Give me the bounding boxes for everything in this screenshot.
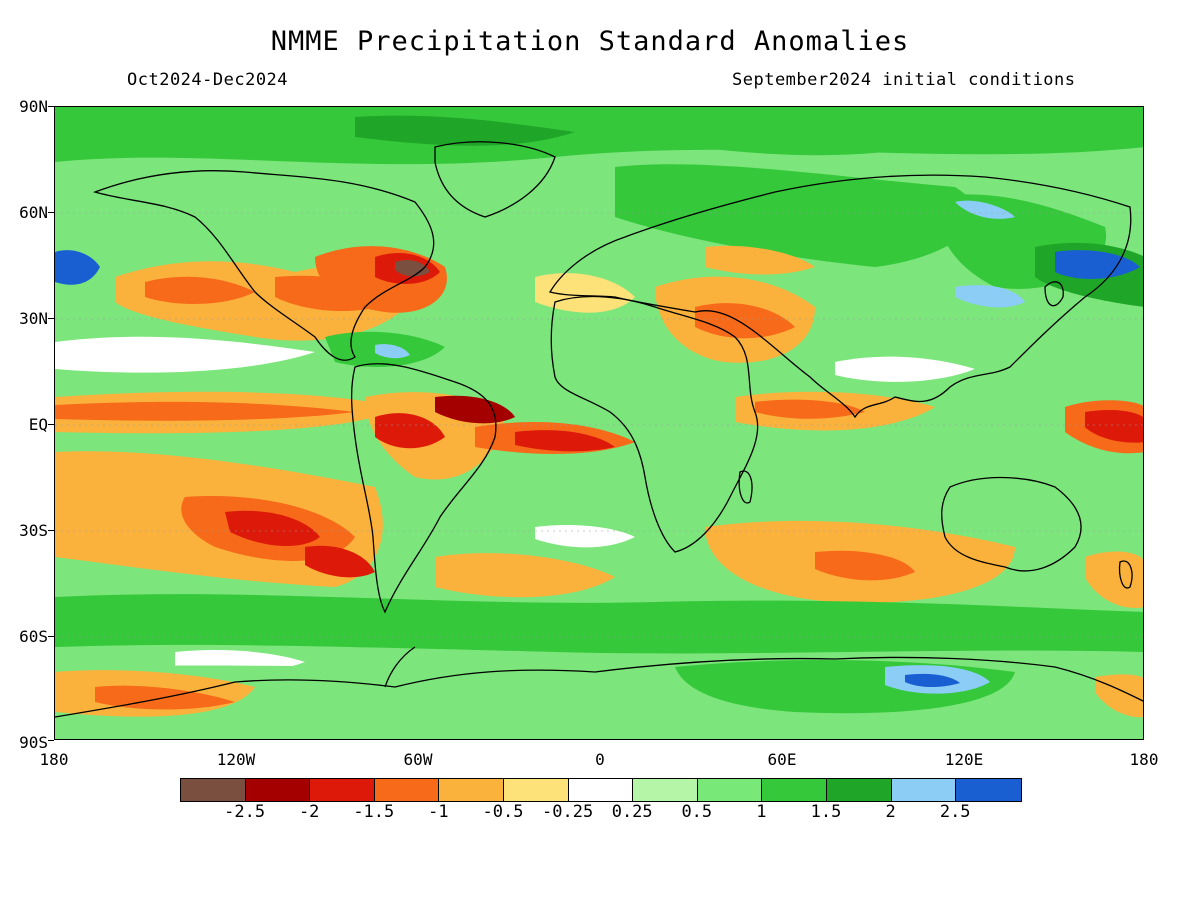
lat-label-60s: 60S <box>19 627 48 646</box>
lat-label-90n: 90N <box>19 97 48 116</box>
anomaly-map <box>54 106 1144 740</box>
lon-label-0: 0 <box>595 750 605 769</box>
colorbar-label: -0.25 <box>542 802 594 822</box>
colorbar-label: -2.5 <box>224 802 266 822</box>
anomaly-field <box>55 107 1143 739</box>
map-title: NMME Precipitation Standard Anomalies <box>270 26 910 57</box>
colorbar-label: 1.5 <box>810 802 842 822</box>
colorbar-swatch <box>374 779 440 801</box>
lat-tick <box>48 106 54 107</box>
lon-label-180w: 180 <box>39 750 69 769</box>
colorbar-label: 1 <box>756 802 767 822</box>
colorbar-swatch <box>245 779 311 801</box>
colorbar-label: 0.25 <box>611 802 653 822</box>
colorbar-label: 2.5 <box>939 802 971 822</box>
lat-tick <box>48 424 54 425</box>
colorbar-label: -1 <box>428 802 449 822</box>
lon-label-120w: 120W <box>216 750 256 769</box>
colorbar-swatch <box>310 779 375 801</box>
lon-label-120e: 120E <box>944 750 984 769</box>
lat-label-60n: 60N <box>19 203 48 222</box>
lat-tick <box>48 636 54 637</box>
lat-tick <box>48 530 54 531</box>
colorbar-swatch <box>956 779 1021 801</box>
lat-label-eq: EQ <box>28 415 48 434</box>
lat-label-30s: 30S <box>19 521 48 540</box>
lat-tick <box>48 212 54 213</box>
colorbar-swatch <box>439 779 504 801</box>
colorbar-swatch <box>697 779 763 801</box>
coastlines <box>55 141 1143 718</box>
lat-tick <box>48 740 54 741</box>
lon-label-60e: 60E <box>767 750 797 769</box>
colorbar-swatch <box>826 779 892 801</box>
colorbar-label: -1.5 <box>353 802 395 822</box>
colorbar-label: -0.5 <box>482 802 524 822</box>
lon-label-180e: 180 <box>1129 750 1159 769</box>
lat-label-30n: 30N <box>19 309 48 328</box>
colorbar-swatch <box>633 779 698 801</box>
lat-tick <box>48 318 54 319</box>
colorbar-label: -2 <box>298 802 320 822</box>
colorbar-swatch <box>762 779 827 801</box>
colorbar <box>180 778 1022 802</box>
colorbar-swatch <box>181 779 246 801</box>
colorbar-label: 0.5 <box>681 802 713 822</box>
colorbar-swatch <box>503 779 569 801</box>
colorbar-label: 2 <box>885 802 896 822</box>
forecast-period: Oct2024-Dec2024 <box>127 70 289 90</box>
lon-label-60w: 60W <box>403 750 433 769</box>
colorbar-swatch <box>891 779 957 801</box>
colorbar-swatch <box>568 779 634 801</box>
initial-conditions: September2024 initial conditions <box>732 70 1076 90</box>
lat-label-90s: 90S <box>19 733 48 752</box>
